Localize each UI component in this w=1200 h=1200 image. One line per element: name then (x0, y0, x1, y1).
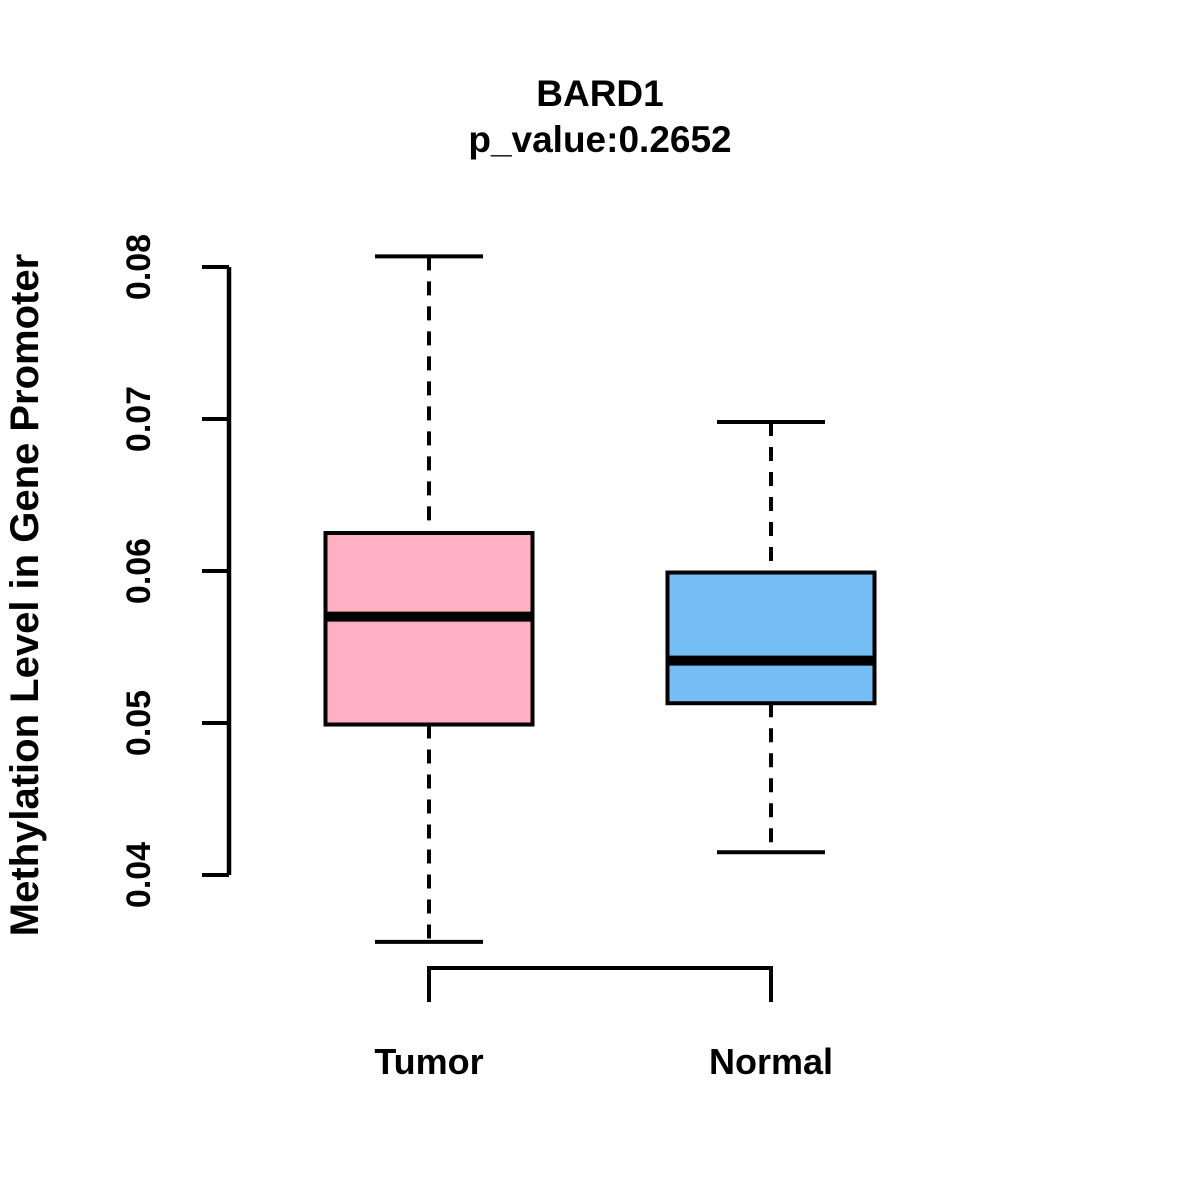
y-axis-tick-label: 0.05 (120, 690, 158, 756)
y-axis-label: Methylation Level in Gene Promoter (3, 254, 47, 936)
y-axis-tick-label: 0.08 (120, 234, 158, 300)
y-axis-tick-label: 0.04 (120, 842, 158, 908)
x-axis-bracket (427, 966, 773, 1002)
y-axis-tick-label: 0.07 (120, 386, 158, 452)
category-label-normal: Normal (709, 1041, 833, 1082)
chart-subtitle: p_value:0.2652 (468, 119, 732, 161)
y-axis-tick-label: 0.06 (120, 538, 158, 604)
category-label-tumor: Tumor (374, 1041, 483, 1082)
chart-header: BARD1 p_value:0.2652 (0, 71, 1200, 164)
chart-title: BARD1 (536, 73, 664, 114)
box-normal (665, 570, 877, 706)
plot-layer: 0.04 0.05 0.06 0.07 0.08 Tumor Normal (120, 234, 877, 1082)
box-tumor (323, 531, 535, 727)
